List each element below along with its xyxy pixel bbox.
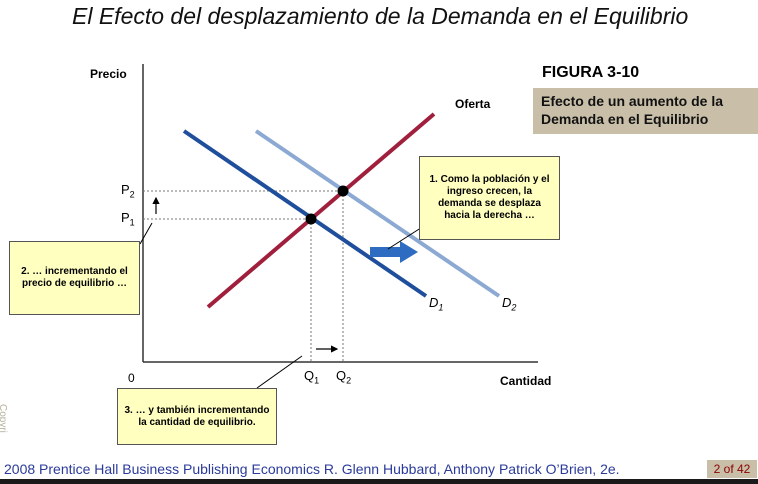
supply-curve bbox=[206, 112, 436, 309]
q2-label: Q2 bbox=[336, 368, 352, 386]
d2-label: D2 bbox=[502, 295, 517, 313]
slide-title: El Efecto del desplazamiento de la Deman… bbox=[72, 3, 689, 29]
x-axis-label: Cantidad bbox=[500, 374, 552, 388]
d1-label: D1 bbox=[429, 295, 444, 313]
footer-divider bbox=[0, 479, 758, 484]
y-axis-label: Precio bbox=[90, 67, 127, 81]
p1-label: P1 bbox=[121, 210, 135, 228]
supply-label: Oferta bbox=[455, 97, 491, 111]
q1-label: Q1 bbox=[304, 368, 320, 386]
note3-leader bbox=[256, 355, 303, 389]
equilibrium-point-2 bbox=[337, 185, 349, 197]
demand-curve-d1 bbox=[182, 129, 428, 298]
figure-caption: Efecto de un aumento de la Demanda en el… bbox=[533, 88, 758, 134]
note3-text: 3. … y también incrementando la cantidad… bbox=[124, 404, 270, 428]
page-number: 2 of 42 bbox=[707, 460, 757, 478]
figure-number: FIGURA 3-10 bbox=[542, 64, 640, 81]
note-quantity-increase: 3. … y también incrementando la cantidad… bbox=[117, 388, 277, 445]
copyright-side-mark: Copyri bbox=[0, 404, 8, 433]
footer-text: 2008 Prentice Hall Business Publishing E… bbox=[4, 461, 620, 477]
footer: 2008 Prentice Hall Business Publishing E… bbox=[0, 459, 758, 484]
note2-text: 2. … incrementando el precio de equilibr… bbox=[21, 266, 128, 289]
note-price-increase: 2. … incrementando el precio de equilibr… bbox=[9, 241, 140, 315]
origin-label: 0 bbox=[128, 371, 135, 385]
equilibrium-point-1 bbox=[305, 213, 317, 225]
note2-leader bbox=[139, 222, 153, 245]
note-demand-shift: 1. Como la población y el ingreso crecen… bbox=[419, 156, 560, 240]
p2-label: P2 bbox=[121, 182, 135, 200]
demand-curve-d2 bbox=[254, 129, 501, 298]
demand-shift-arrow bbox=[370, 241, 418, 263]
note1-text: 1. Como la población y el ingreso crecen… bbox=[429, 174, 550, 221]
